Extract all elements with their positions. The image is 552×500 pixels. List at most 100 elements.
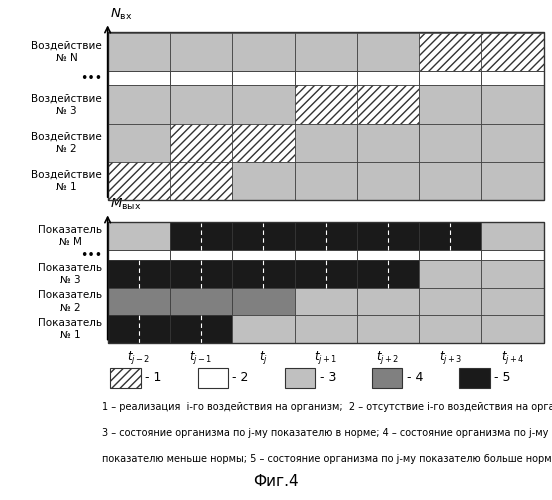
Bar [357,162,419,200]
Text: - 5: - 5 [494,371,511,384]
Bar [110,368,141,388]
Bar [357,124,419,162]
Bar [295,222,357,250]
Bar [108,70,170,86]
Bar [357,260,419,287]
Bar [419,222,481,250]
Bar [108,162,170,200]
Text: $t_{j-2}$: $t_{j-2}$ [127,348,151,366]
Bar [108,86,170,124]
Bar [295,70,357,86]
Bar [108,315,170,342]
Bar [232,70,295,86]
Bar [295,162,357,200]
Text: $t_{j+3}$: $t_{j+3}$ [438,348,462,366]
Bar [285,368,315,388]
Text: $t_{j+4}$: $t_{j+4}$ [501,348,524,366]
Bar [481,162,544,200]
Bar [170,32,232,70]
Bar [481,70,544,86]
Bar [170,288,232,315]
Bar [357,315,419,342]
Bar [419,162,481,200]
Bar [357,70,419,86]
Bar [419,250,481,260]
Bar [295,32,357,70]
Bar [232,250,295,260]
Bar [419,32,481,70]
Text: - 1: - 1 [145,371,162,384]
Text: $M_{\rm вых}$: $M_{\rm вых}$ [110,198,142,212]
Bar [481,86,544,124]
Text: - 3: - 3 [320,371,336,384]
Bar [357,222,419,250]
Bar [481,222,544,250]
Bar [198,368,228,388]
Bar [108,288,170,315]
Text: Воздействие
№ N: Воздействие № N [31,40,102,63]
Bar [357,86,419,124]
Bar [419,288,481,315]
Bar [108,32,544,200]
Bar [481,124,544,162]
Bar [295,260,357,287]
Bar [170,250,232,260]
Text: 3 – состояние организма по j-му показателю в норме; 4 – состояние организма по j: 3 – состояние организма по j-му показате… [102,428,549,438]
Text: Воздействие
№ 2: Воздействие № 2 [31,132,102,154]
Bar [357,32,419,70]
Bar [170,124,232,162]
Bar [372,368,402,388]
Bar [170,70,232,86]
Text: Воздействие
№ 1: Воздействие № 1 [31,170,102,192]
Text: Показатель
№ 3: Показатель № 3 [38,263,102,285]
Text: •••: ••• [80,72,102,85]
Bar [108,124,170,162]
Bar [481,260,544,287]
Text: Фиг.4: Фиг.4 [253,474,299,489]
Bar [419,70,481,86]
Bar [419,260,481,287]
Bar [108,32,170,70]
Text: $t_{j-1}$: $t_{j-1}$ [189,348,213,366]
Bar [170,86,232,124]
Bar [295,250,357,260]
Bar [108,260,170,287]
Bar [108,222,544,342]
Bar [232,222,295,250]
Bar [419,124,481,162]
Text: $t_{j+1}$: $t_{j+1}$ [314,348,337,366]
Bar [232,162,295,200]
Bar [481,250,544,260]
Text: показателю меньше нормы; 5 – состояние организма по j-му показателю больше нормы: показателю меньше нормы; 5 – состояние о… [102,454,552,464]
Bar [232,32,295,70]
Text: Воздействие
№ 3: Воздействие № 3 [31,93,102,116]
Bar [357,288,419,315]
Text: $t_{j+2}$: $t_{j+2}$ [376,348,400,366]
Bar [170,162,232,200]
Bar [232,260,295,287]
Bar [357,250,419,260]
Text: - 4: - 4 [407,371,423,384]
Text: $N_{\rm вх}$: $N_{\rm вх}$ [110,8,133,22]
Text: Показатель
№ 2: Показатель № 2 [38,290,102,312]
Bar [232,315,295,342]
Bar [170,315,232,342]
Bar [481,32,544,70]
Text: Показатель
№ 1: Показатель № 1 [38,318,102,340]
Bar [108,250,170,260]
Text: - 2: - 2 [232,371,249,384]
Bar [419,315,481,342]
Bar [108,222,170,250]
Bar [232,124,295,162]
Bar [295,86,357,124]
Text: Показатель
№ M: Показатель № M [38,225,102,248]
Bar [481,315,544,342]
Text: •••: ••• [80,248,102,262]
Bar [232,288,295,315]
Bar [459,368,490,388]
Bar [295,288,357,315]
Bar [170,222,232,250]
Bar [295,124,357,162]
Text: 1 – реализация  i-го воздействия на организм;  2 – отсутствие i-го воздействия н: 1 – реализация i-го воздействия на орган… [102,402,552,412]
Bar [295,315,357,342]
